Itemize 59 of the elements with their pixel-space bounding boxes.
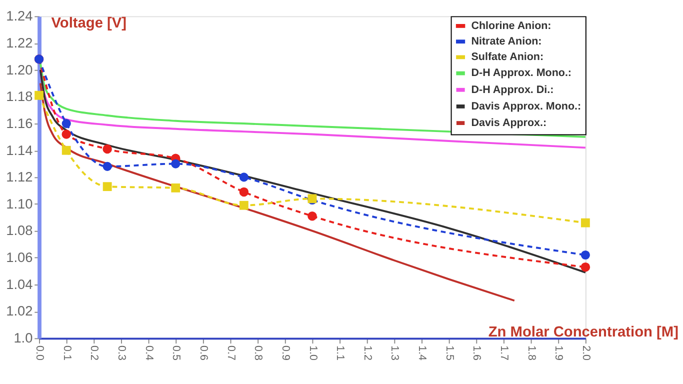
legend-label: Davis Approx. Mono.: xyxy=(471,100,582,112)
point xyxy=(62,118,71,128)
x-tick-label: 0.9 xyxy=(279,346,292,360)
y-tick-label: 1.18 xyxy=(6,89,33,104)
x-tick-label: 0.4 xyxy=(142,346,155,360)
point xyxy=(308,211,317,221)
x-tick-label: 1.9 xyxy=(552,346,565,360)
x-tick-label: 1.8 xyxy=(525,346,538,360)
x-tick-label: 0.1 xyxy=(60,346,73,360)
legend-label: Nitrate Anion: xyxy=(471,35,542,48)
y-tick-label: 1.22 xyxy=(6,35,33,50)
point xyxy=(34,90,44,100)
legend-label: Davis Approx.: xyxy=(471,116,547,129)
x-tick-label: 1.2 xyxy=(361,346,374,360)
x-tick-label: 0.0 xyxy=(34,346,46,360)
x-tick-label: 0.5 xyxy=(170,346,182,360)
legend-label: D-H Approx. Di.: xyxy=(471,84,554,96)
x-tick-label: 1.6 xyxy=(470,346,483,360)
x-axis-title: Zn Molar Concentration [M] xyxy=(488,324,679,341)
y-tick-label: 1.04 xyxy=(6,276,34,292)
y-tick-label: 1.08 xyxy=(6,223,33,238)
point xyxy=(580,262,590,272)
y-tick-label: 1.20 xyxy=(6,62,34,78)
point xyxy=(62,130,71,139)
y-tick-label: 1.06 xyxy=(6,250,33,266)
y-tick-label: 1.12 xyxy=(6,170,33,185)
x-tick-label: 1.4 xyxy=(416,346,428,360)
point xyxy=(580,218,590,228)
legend-label: Sulfate Anion: xyxy=(471,51,544,64)
point xyxy=(102,144,112,154)
point xyxy=(239,172,248,182)
x-tick-label: 1.1 xyxy=(334,346,346,360)
x-tick-label: 0.7 xyxy=(224,346,237,360)
x-tick-label: 0.8 xyxy=(252,346,264,360)
point xyxy=(102,182,112,192)
legend-label: Chlorine Anion: xyxy=(471,20,552,32)
point xyxy=(102,162,112,171)
y-tick-label: 1.02 xyxy=(6,304,33,319)
legend-label: D-H Approx. Mono.: xyxy=(471,67,572,80)
y-tick-label: 1.0 xyxy=(14,330,34,346)
x-tick-label: 0.3 xyxy=(116,346,128,360)
x-tick-label: 0.6 xyxy=(198,346,210,360)
x-tick-label: 1.5 xyxy=(443,346,456,360)
x-tick-label: 2.0 xyxy=(580,346,592,360)
point xyxy=(239,200,248,210)
y-axis-title: Voltage [V] xyxy=(51,15,127,32)
y-tick-label: 1.24 xyxy=(6,8,34,24)
x-tick-label: 1.0 xyxy=(306,346,319,360)
y-tick-label: 1.16 xyxy=(6,116,33,131)
point xyxy=(239,187,249,197)
point xyxy=(171,183,180,192)
x-tick-label: 0.2 xyxy=(88,346,100,360)
y-tick-label: 1.10 xyxy=(6,196,34,212)
x-tick-label: 1.7 xyxy=(498,346,510,360)
y-tick-label: 1.14 xyxy=(6,142,34,158)
point xyxy=(580,250,590,260)
point xyxy=(171,159,180,168)
point xyxy=(62,146,71,155)
x-tick-label: 1.3 xyxy=(388,346,401,360)
